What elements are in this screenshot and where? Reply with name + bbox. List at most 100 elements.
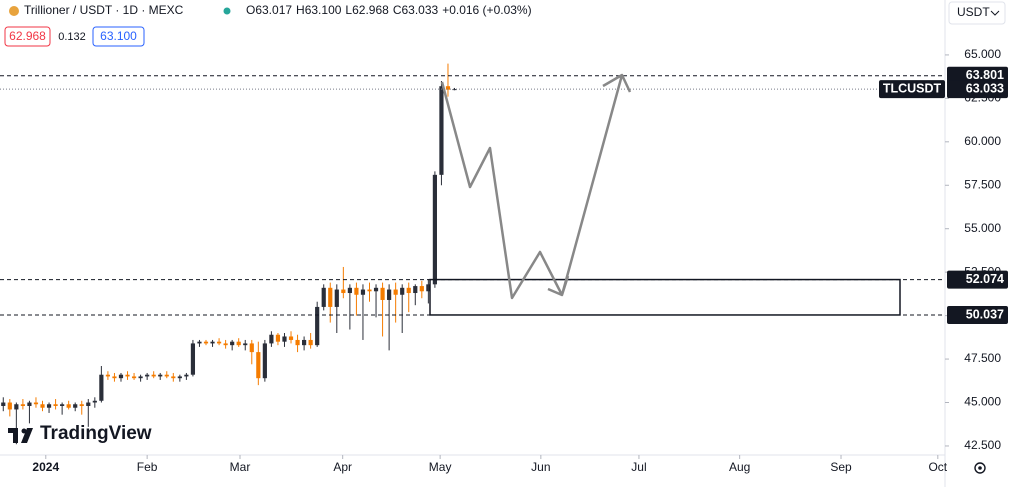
candle-body bbox=[347, 287, 352, 294]
candle-body bbox=[452, 89, 457, 91]
candle-body bbox=[406, 287, 411, 294]
candle-body bbox=[210, 341, 215, 344]
overlay bbox=[440, 73, 632, 300]
y-tick-label: 55.000 bbox=[964, 221, 1001, 235]
logo-icon bbox=[8, 428, 33, 443]
x-tick-label: Jul bbox=[631, 460, 646, 474]
level-label: 50.037 bbox=[966, 307, 1004, 321]
candle-body bbox=[360, 289, 366, 295]
candle-body bbox=[373, 287, 379, 292]
candle-body bbox=[249, 343, 254, 353]
candle-body bbox=[288, 336, 294, 340]
candle-body bbox=[131, 376, 137, 379]
ohlc-item: O63.017 bbox=[246, 3, 292, 17]
level-label: 52.074 bbox=[966, 272, 1004, 286]
dropdown-caret bbox=[990, 10, 1000, 16]
candle-body bbox=[393, 289, 398, 295]
y-tick-label: 45.000 bbox=[964, 395, 1001, 409]
y-tick-label: 57.500 bbox=[964, 177, 1001, 191]
symbol: Trillioner / USDT · 1D · MEXC bbox=[24, 3, 184, 17]
ohlc-item: H63.100 bbox=[296, 3, 342, 17]
ohlc-item: L62.968 bbox=[345, 3, 389, 17]
candle-body bbox=[426, 284, 431, 292]
candle-body bbox=[315, 306, 320, 346]
ohlc-values: O63.017 H63.100 L62.968 C63.033 +0.016 (+0.0… bbox=[246, 3, 532, 17]
y-tick-label: 65.000 bbox=[964, 47, 1001, 61]
symbol-label: TLCUSDT bbox=[883, 81, 942, 95]
candle-body bbox=[256, 352, 261, 379]
candle-body bbox=[275, 334, 281, 342]
projection-arrow bbox=[440, 73, 632, 300]
last-price-box bbox=[947, 80, 1008, 99]
candle-body bbox=[86, 402, 91, 406]
candle-body bbox=[138, 376, 143, 379]
candle-body bbox=[151, 374, 156, 377]
x-tick-label: 2024 bbox=[32, 460, 59, 474]
ohlc-item: C63.033 bbox=[393, 3, 439, 17]
candle-body bbox=[445, 86, 451, 90]
logo-text: TradingView bbox=[40, 423, 152, 444]
candle-body bbox=[400, 287, 405, 295]
last-price-label: 63.033 bbox=[966, 81, 1004, 95]
candle-body bbox=[184, 374, 189, 377]
candle-body bbox=[439, 86, 444, 175]
bid-box bbox=[4, 26, 51, 47]
candle-body bbox=[112, 376, 117, 379]
candle-body bbox=[432, 174, 437, 285]
y-tick-label: 47.500 bbox=[964, 351, 1001, 365]
logo-dot bbox=[21, 428, 27, 434]
candle-body bbox=[177, 376, 182, 379]
candle-body bbox=[354, 287, 359, 295]
candle-body bbox=[197, 341, 202, 344]
candle-body bbox=[60, 404, 65, 406]
ohlc-item: +0.016 (+0.03%) bbox=[442, 3, 531, 17]
candle-body bbox=[190, 343, 196, 375]
x-tick-label: Sep bbox=[830, 460, 852, 474]
level-label-box bbox=[947, 305, 1008, 324]
spread: 0.132 bbox=[58, 31, 86, 43]
candle-body bbox=[216, 341, 222, 344]
candle-body bbox=[79, 404, 84, 406]
plot-area bbox=[0, 63, 945, 445]
candle-body bbox=[387, 289, 392, 300]
candle-body bbox=[302, 339, 307, 346]
x-tick-label: Apr bbox=[333, 460, 352, 474]
status-dot bbox=[223, 7, 231, 15]
settings-icon-dot bbox=[978, 466, 982, 470]
currency[interactable]: USDT bbox=[957, 5, 990, 19]
candle-body bbox=[1, 402, 6, 406]
candle-body bbox=[27, 402, 32, 406]
candle-body bbox=[341, 289, 346, 294]
candle-body bbox=[334, 289, 339, 307]
symbol-label-box bbox=[879, 80, 945, 99]
candle-body bbox=[413, 286, 418, 294]
settings-icon[interactable] bbox=[974, 462, 986, 474]
candle-body bbox=[308, 339, 313, 346]
candle-body bbox=[99, 374, 104, 401]
candle-body bbox=[328, 287, 333, 307]
candle-body bbox=[33, 402, 39, 405]
ask: 63.100 bbox=[100, 29, 137, 43]
y-tick-label: 60.000 bbox=[964, 134, 1001, 148]
candle-body bbox=[419, 286, 424, 292]
candle-body bbox=[236, 341, 241, 346]
candle-body bbox=[295, 339, 300, 346]
candle-body bbox=[230, 341, 235, 346]
currency-button[interactable] bbox=[948, 1, 1006, 25]
candle-body bbox=[118, 374, 124, 379]
x-tick-label: Aug bbox=[729, 460, 750, 474]
ask-box bbox=[92, 26, 145, 47]
axes: 42.50045.00047.50050.00052.50055.00057.5… bbox=[32, 47, 1001, 474]
price-labels: 63.801 52.074 50.037 TLCUSDT 63.033 bbox=[879, 66, 1008, 324]
x-tick-label: Jun bbox=[531, 460, 550, 474]
candle-body bbox=[171, 376, 176, 379]
candle-body bbox=[164, 374, 169, 377]
candle-body bbox=[203, 341, 209, 344]
x-tick-label: May bbox=[429, 460, 452, 474]
y-tick-label: 42.500 bbox=[964, 438, 1001, 452]
candle-body bbox=[269, 334, 274, 344]
candle-body bbox=[53, 404, 58, 406]
candle-body bbox=[46, 404, 52, 408]
